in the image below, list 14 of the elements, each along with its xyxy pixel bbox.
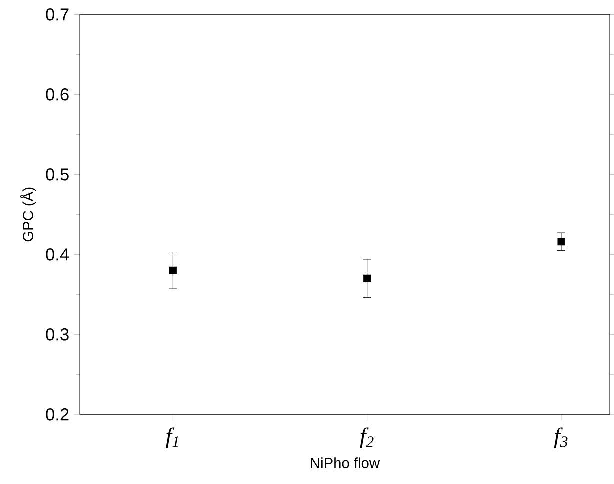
y-tick-label: 0.5 — [46, 168, 69, 181]
y-tick-label: 0.4 — [46, 248, 70, 261]
x-tick-label: f$_{2}$ — [360, 428, 374, 449]
y-tick-label: 0.2 — [46, 408, 69, 421]
x-axis-title: NiPho flow — [311, 458, 380, 468]
point — [558, 238, 566, 246]
x-tick-label: f$_{3}$ — [554, 428, 568, 449]
y-tick-label: 0.3 — [46, 328, 69, 341]
y-tick-label: 0.7 — [46, 8, 69, 21]
x-tick-label: f$_{1}$ — [166, 428, 178, 449]
point — [364, 274, 372, 282]
y-axis-title: GPC (Å) — [20, 188, 36, 242]
point — [169, 266, 177, 274]
y-tick-label: 0.6 — [46, 88, 69, 101]
